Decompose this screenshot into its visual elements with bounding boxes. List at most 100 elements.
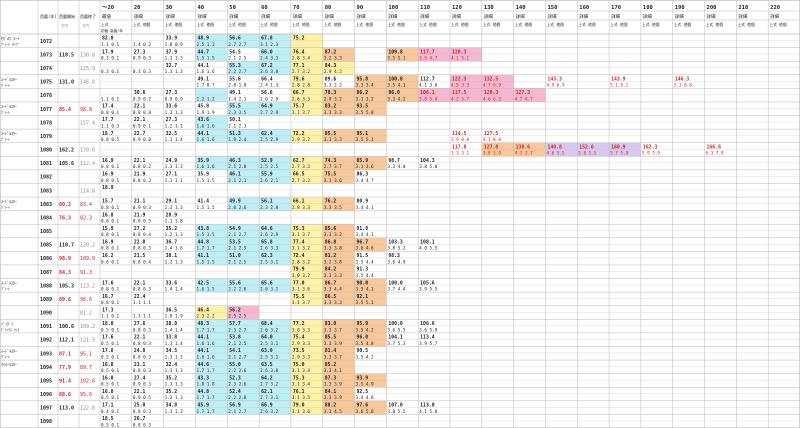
cell-detail: 0.5 0.1 [101, 395, 120, 401]
cell-detail: 2.1 2.5 [228, 259, 247, 265]
cell-price: 92.1 [357, 294, 369, 300]
cell-detail: 4.7 6.7 [515, 96, 534, 102]
cell-price: 24.8 [134, 348, 146, 354]
cell-detail: 0.9 0.3 [133, 56, 152, 62]
cell-detail: 0.8 0.3 [133, 246, 152, 252]
highlight-cell [322, 88, 355, 102]
cell-price: 95.9 [357, 321, 369, 327]
cell-price: 33.6 [166, 104, 178, 110]
cell-detail: 0.3 0.3 [133, 69, 152, 75]
cell-price: 16.9 [102, 172, 114, 178]
cell-detail: 2.8 2.8 [292, 83, 311, 89]
cell-price: 87.2 [325, 49, 337, 55]
cell-price: 49.1 [197, 76, 209, 82]
table-row: 1089 89.6 96.6 16.70.8 0.122.41.1 1.175.53.… [40, 292, 387, 306]
cell-price: 27.4 [134, 375, 146, 381]
highlight-cell [195, 373, 228, 388]
row-start: 162.2 [59, 148, 74, 154]
col-subsub: 上式 他個 [292, 22, 310, 27]
cell-detail: 2.6 2.1 [260, 178, 279, 184]
cell-price: 66.4 [261, 76, 273, 82]
cell-detail: 3.1 3.2 [292, 246, 311, 252]
cell-detail: 0.8 0.5 [101, 137, 120, 143]
group-header: ～20 [102, 5, 114, 11]
highlight-cell [195, 346, 228, 361]
cell-detail: 0.9 0.9 [165, 96, 184, 102]
highlight-cell [354, 101, 387, 116]
cell-price: 42.5 [197, 280, 209, 286]
highlight-cell [227, 387, 260, 401]
highlight-cell [450, 47, 482, 62]
cell-price: 67.2 [261, 63, 273, 69]
cell-price: 44.1 [197, 131, 209, 137]
cell-price: 81.2 [325, 253, 337, 259]
cell-price: 35.2 [166, 375, 178, 381]
table-row: 1096 88.6 95.6 16.00.5 0.122.10.9 0.535.21.… [40, 387, 374, 401]
highlight-cell [290, 88, 323, 102]
row-year: 1072 [40, 39, 52, 45]
row-year: 1095 [40, 378, 52, 384]
cell-price: 127.8 [484, 144, 499, 150]
row-end: 157.4 [80, 120, 95, 126]
cell-price: 76.1 [293, 389, 305, 395]
header-year: 西暦(年) [40, 13, 57, 19]
highlight-cell [195, 278, 228, 293]
group-header: 130 [484, 5, 494, 11]
cell-detail: 2.6 3.2 [260, 327, 279, 333]
group-header: 160 [579, 5, 589, 11]
cell-detail: 1.2 1.3 [165, 259, 184, 265]
cell-price: 22.1 [134, 104, 146, 110]
row-end: 95.1 [80, 351, 92, 357]
highlight-cell [322, 264, 355, 279]
highlight-cell [290, 156, 323, 170]
col-subsub: 上式 他個 [546, 22, 564, 27]
cell-detail: 2.2 2.7 [228, 69, 247, 75]
cell-detail: 5.7 5.9 [610, 151, 629, 157]
row-end: 121.9 [80, 338, 95, 344]
highlight-cell [227, 34, 260, 48]
cell-price: 66.9 [261, 403, 273, 409]
row-end: 112.4 [80, 161, 95, 167]
highlight-cell [418, 88, 450, 102]
cell-price: 63.0 [261, 348, 273, 354]
cell-detail: 2.3 2.6 [228, 382, 247, 388]
cell-price: 85.5 [325, 335, 337, 341]
cell-price: 51.0 [229, 253, 241, 259]
col-subsub: 上式 他個 [483, 22, 501, 27]
cell-price: 103.3 [388, 239, 403, 245]
cell-price: 88.2 [325, 403, 337, 409]
highlight-cell [354, 400, 387, 415]
highlight-cell [450, 74, 482, 89]
col-subsub: 上式 他個 [578, 22, 596, 27]
cell-price: 44.1 [197, 335, 209, 341]
highlight-cell [195, 332, 228, 347]
cell-detail: 2.3 2.7 [228, 327, 247, 333]
cell-detail: 1.3 1.3 [165, 368, 184, 374]
cell-price: 56.2 [229, 307, 241, 313]
row-start: 113.0 [59, 406, 74, 412]
highlight-cell [290, 264, 323, 279]
cell-price: 95.1 [357, 131, 369, 137]
cell-detail: 3.3 4.5 [324, 409, 343, 415]
col-subhead: 詳細 [579, 13, 588, 20]
cell-detail: 4.7 6.9 [483, 83, 502, 89]
header-unit-end: 万円 [82, 24, 89, 28]
cell-detail: 0.9 0.3 [133, 205, 152, 211]
cell-detail: 3.3 3.4 [356, 83, 375, 89]
cell-price: 34.8 [166, 403, 178, 409]
cell-detail: 2.9 4.2 [324, 69, 343, 75]
cell-detail: 3.3 3.8 [324, 246, 343, 252]
cell-detail: 3.5 5.1 [356, 137, 375, 143]
row-start: 87.1 [59, 351, 71, 357]
cell-price: 84.2 [325, 267, 337, 273]
highlight-cell [450, 88, 482, 102]
highlight-cell [195, 305, 228, 320]
cell-detail: 4.5 3.3 [451, 83, 470, 89]
cell-price: 54.5 [229, 49, 241, 55]
cell-price: 100.0 [388, 280, 403, 286]
header-start: 西暦開始 [59, 13, 75, 19]
